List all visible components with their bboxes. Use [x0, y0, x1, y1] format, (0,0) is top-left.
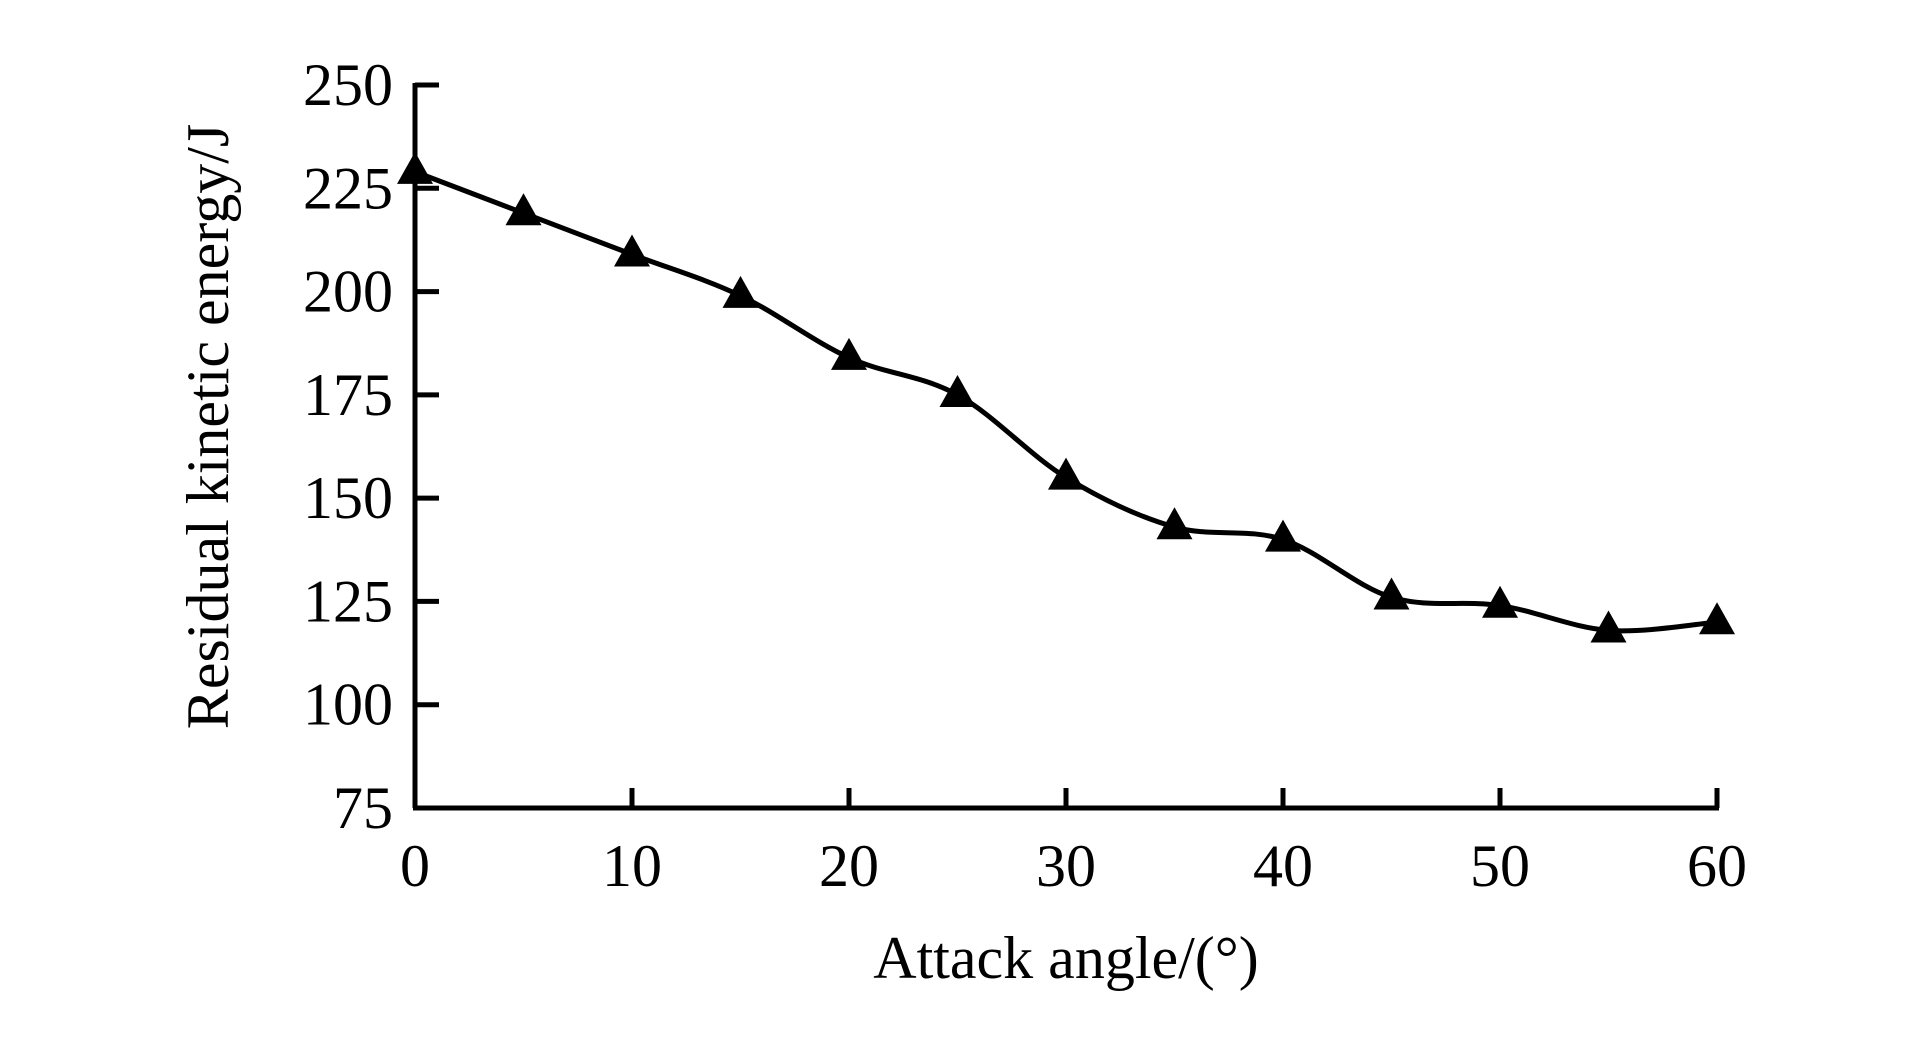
data-point-triangle — [939, 375, 976, 408]
data-point-triangle — [831, 337, 867, 370]
x-tick-label: 10 — [602, 833, 662, 899]
y-tick-label: 175 — [303, 362, 393, 428]
data-point-triangle — [722, 275, 759, 308]
x-ticks: 0 10 20 30 40 50 60 — [400, 788, 1747, 899]
data-point-triangle — [397, 151, 433, 184]
y-tick-label: 200 — [303, 259, 393, 325]
y-ticks: 75 100 125 150 175 200 225 250 — [303, 52, 439, 841]
data-point-triangle — [1590, 610, 1627, 643]
data-point-triangle — [1699, 602, 1735, 635]
x-tick-label: 30 — [1036, 833, 1096, 899]
data-point-triangle — [614, 234, 650, 267]
data-point-triangle — [1373, 577, 1410, 610]
x-axis-title: Attack angle/(°) — [873, 925, 1259, 991]
y-axis: 75 100 125 150 175 200 225 250 — [303, 52, 439, 841]
x-tick-label: 20 — [819, 833, 879, 899]
x-tick-label: 60 — [1687, 833, 1747, 899]
data-series — [397, 151, 1735, 643]
data-point-triangle — [1048, 457, 1084, 490]
data-point-triangle — [1156, 507, 1193, 540]
y-axis-title: Residual kinetic energy/J — [175, 124, 241, 729]
series-line — [412, 169, 1720, 634]
data-point-triangle — [1482, 585, 1518, 618]
y-tick-label: 225 — [303, 155, 393, 221]
x-tick-label: 0 — [400, 833, 430, 899]
x-axis: 0 10 20 30 40 50 60 — [400, 788, 1747, 899]
data-point-triangle — [505, 193, 542, 226]
y-tick-label: 250 — [303, 52, 393, 118]
y-tick-label: 75 — [333, 775, 393, 841]
y-tick-label: 100 — [303, 672, 393, 738]
y-tick-label: 125 — [303, 568, 393, 634]
y-tick-label: 150 — [303, 465, 393, 531]
x-tick-label: 40 — [1253, 833, 1313, 899]
x-tick-label: 50 — [1470, 833, 1530, 899]
data-point-triangle — [1265, 519, 1301, 552]
